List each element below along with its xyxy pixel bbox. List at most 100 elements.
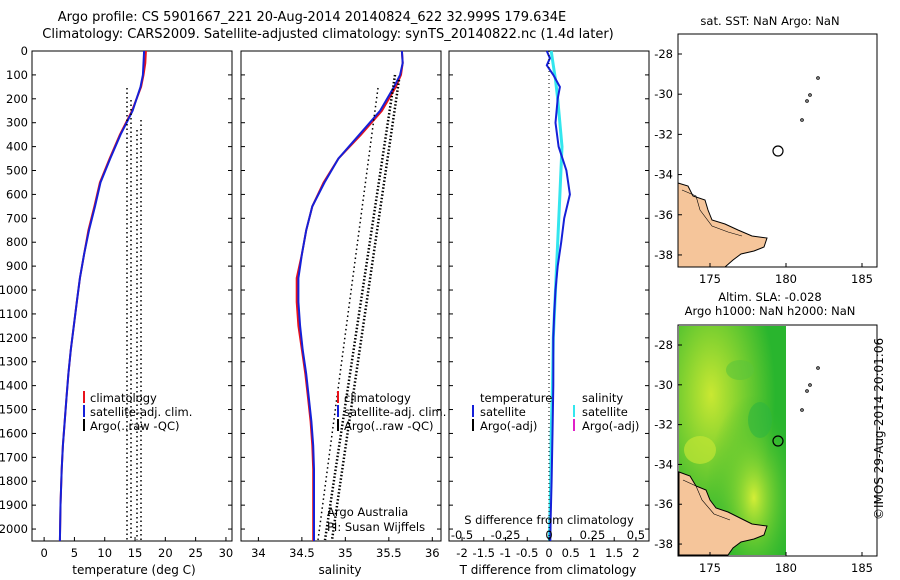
latitude-tick-label: -28 — [654, 338, 673, 352]
depth-tick-label: 1400 — [0, 379, 28, 393]
island-dot — [816, 366, 820, 370]
temperature-tick-label: 10 — [97, 546, 112, 560]
depth-tick-label: 1000 — [0, 283, 28, 297]
legend-label: satellite — [480, 405, 526, 419]
depth-tick-label: 1600 — [0, 426, 28, 440]
salinity-tick-label: 36 — [425, 546, 440, 560]
longitude-tick-label: 180 — [775, 272, 797, 286]
legend-swatch-satellite — [337, 405, 339, 417]
salinity-axes — [240, 50, 442, 542]
latitude-tick-label: -32 — [654, 418, 673, 432]
island-dot — [800, 118, 804, 122]
depth-tick-label: 1900 — [0, 498, 28, 512]
argo-float-marker — [772, 435, 784, 447]
latitude-tick-label: -36 — [654, 497, 673, 511]
salinity-tick-label: 34 — [251, 546, 266, 560]
salinity-legend: climatology satellite-adj. clim. Argo(..… — [327, 391, 446, 534]
island-dot — [816, 76, 820, 80]
depth-tick-label: 300 — [6, 116, 28, 130]
legend-swatch-argo — [337, 419, 339, 431]
argo-temperature-markers — [126, 88, 142, 540]
depth-tick-label: 800 — [6, 235, 28, 249]
latitude-tick-label: -36 — [654, 208, 673, 222]
series-line — [58, 50, 146, 542]
t-difference-tick-label: 1.5 — [605, 546, 623, 560]
sla-patch — [684, 436, 716, 464]
series-line — [58, 50, 147, 542]
legend-label: satellite — [582, 405, 628, 419]
t-difference-tick-label: -1 — [500, 546, 511, 560]
latitude-tick-label: -38 — [654, 248, 673, 262]
temperature-tick-label: 5 — [71, 546, 78, 560]
legend-label: Argo(-adj) — [480, 419, 537, 433]
latitude-tick-label: -38 — [654, 537, 673, 551]
temperature-tick-label: 0 — [40, 546, 47, 560]
depth-tick-label: 1300 — [0, 355, 28, 369]
argo-dotted-line — [330, 79, 401, 541]
credit-line: Argo Australia — [327, 505, 408, 519]
coastline-contour — [682, 479, 731, 521]
new-zealand-land — [678, 471, 768, 556]
s-difference-label: S difference from climatology — [464, 513, 634, 527]
imos-watermark: ©IMOS 29-Aug-2014 20:01:06 — [872, 337, 886, 520]
legend-swatch-argo — [83, 419, 85, 431]
island-dot — [808, 93, 812, 97]
s-difference-tick-label: 0.25 — [580, 528, 606, 542]
longitude-tick-label: 185 — [851, 561, 873, 575]
legend-swatch-satellite — [472, 405, 474, 417]
depth-tick-label: 1100 — [0, 307, 28, 321]
salinity-tick-label: 35 — [338, 546, 353, 560]
sla-patch — [748, 402, 772, 438]
argo-dotted-line — [323, 74, 397, 541]
depth-tick-label: 0 — [21, 44, 28, 58]
sla-patch — [726, 360, 754, 380]
island-dot — [808, 383, 812, 387]
depth-tick-label: 100 — [6, 68, 28, 82]
argo-dotted-line — [317, 87, 379, 541]
legend-label: Argo(-adj) — [582, 419, 639, 433]
legend-label: climatology — [344, 391, 411, 405]
temperature-axis-label: temperature (deg C) — [72, 563, 195, 577]
series-line — [297, 50, 404, 541]
new-zealand-land — [677, 182, 768, 268]
credit-line: PI: Susan Wijffels — [327, 520, 425, 534]
depth-tick-label: 1200 — [0, 331, 28, 345]
temperature-legend: climatology satellite-adj. clim. Argo(..… — [83, 391, 192, 433]
longitude-tick-label: 175 — [699, 561, 721, 575]
legend-swatch-climatology — [83, 391, 85, 403]
latitude-tick-label: -34 — [654, 457, 673, 471]
salinity-tick-label: 35.5 — [376, 546, 402, 560]
legend-title: salinity — [582, 391, 623, 405]
salinity-axis-label: salinity — [318, 563, 361, 577]
legend-label: satellite-adj. clim. — [344, 405, 446, 419]
legend-swatch-climatology — [337, 391, 339, 403]
island-dot — [805, 99, 809, 103]
t-difference-tick-label: 2 — [632, 546, 639, 560]
argo-salinity-markers — [317, 74, 401, 541]
depth-tick-label: 400 — [6, 140, 28, 154]
temperature-tick-label: 25 — [188, 546, 203, 560]
s-difference-tick-label: -0.5 — [451, 528, 473, 542]
coastline-contour — [681, 189, 743, 237]
depth-tick-label: 200 — [6, 92, 28, 106]
depth-tick-label: 1500 — [0, 403, 28, 417]
sla-map — [677, 324, 878, 557]
legend-label: satellite-adj. clim. — [90, 405, 192, 419]
sla-map-subtitle: Argo h1000: NaN h2000: NaN — [685, 304, 856, 318]
t-difference-tick-label: -0.5 — [516, 546, 538, 560]
t-difference-axis-label: T difference from climatology — [459, 563, 637, 577]
legend-label: Argo(..raw -QC) — [90, 419, 180, 433]
sla-map-title: Altim. SLA: -0.028 — [718, 290, 822, 304]
longitude-tick-label: 180 — [775, 561, 797, 575]
legend-label: Argo(..raw -QC) — [344, 419, 434, 433]
difference-legend: temperature satellite Argo(-adj) salinit… — [464, 391, 639, 527]
t-difference-tick-label: 1 — [589, 546, 596, 560]
temperature-tick-label: 15 — [128, 546, 143, 560]
temperature-tick-label: 20 — [158, 546, 173, 560]
depth-tick-label: 700 — [6, 211, 28, 225]
legend-swatch-satellite — [83, 405, 85, 417]
t-difference-tick-label: -2 — [456, 546, 467, 560]
latitude-tick-label: -30 — [654, 378, 673, 392]
s-difference-tick-label: 0 — [545, 528, 552, 542]
